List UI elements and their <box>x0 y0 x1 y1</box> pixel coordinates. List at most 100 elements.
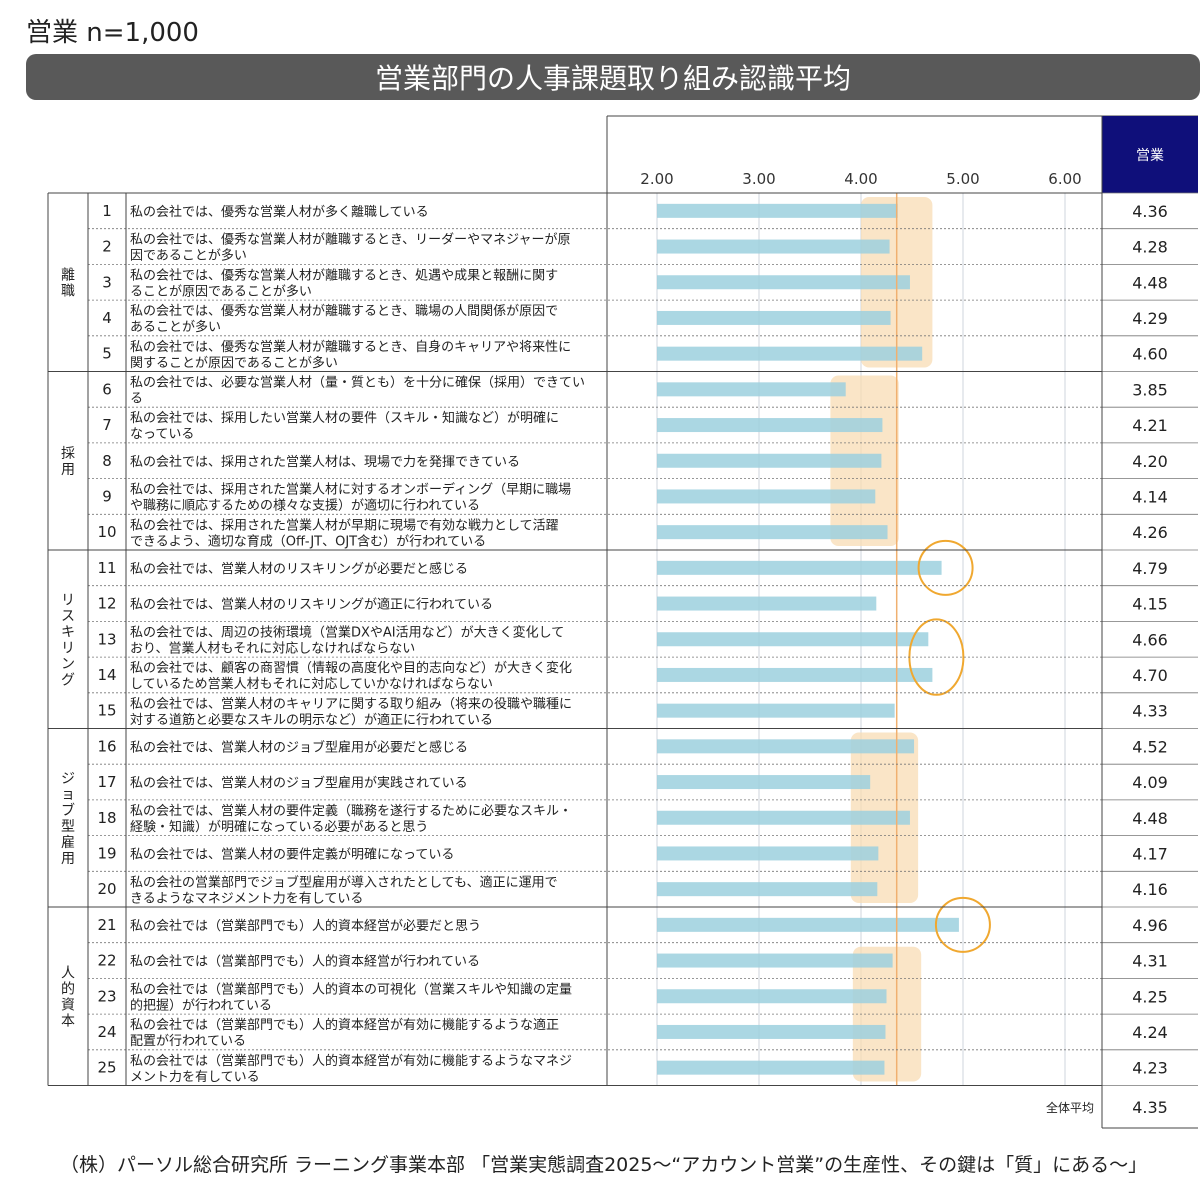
statement-text: 私の会社では（営業部門でも）人的資本経営が必要だと思う <box>130 918 481 934</box>
value-label: 4.33 <box>1132 702 1168 721</box>
statement-text: 対する道筋と必要なスキルの明示など）が適正に行われている <box>130 712 493 728</box>
value-label: 4.79 <box>1132 559 1168 578</box>
statement-text: 的把握）が行われている <box>130 997 272 1013</box>
statement-text: 私の会社では、採用された営業人材は、現場で力を発揮できている <box>130 454 520 470</box>
bar <box>657 310 891 325</box>
chart-title: 営業部門の人事課題取り組み認識平均 <box>374 62 851 95</box>
statement-text: 私の会社では、必要な営業人材（量・質とも）を十分に確保（採用）できてい <box>130 375 585 391</box>
group-label-char: 雇 <box>61 834 75 851</box>
row-number: 2 <box>102 238 112 256</box>
value-column-header <box>1102 116 1198 193</box>
value-label: 3.85 <box>1132 380 1168 399</box>
bar <box>657 846 879 861</box>
bar <box>657 382 846 397</box>
x-tick-label: 4.00 <box>844 170 877 188</box>
statement-text: る <box>130 392 143 407</box>
statement-text: 配置が行われている <box>130 1034 246 1049</box>
statement-text: 私の会社では、周辺の技術環境（営業DXやAI活用など）が大きく変化して <box>130 624 564 640</box>
statement-text: 私の会社では（営業部門でも）人的資本経営が行われている <box>130 954 480 970</box>
row-number: 15 <box>97 702 116 720</box>
statement-text: メント力を有している <box>130 1070 260 1085</box>
row-number: 18 <box>97 809 116 827</box>
bar <box>657 882 878 897</box>
value-label: 4.23 <box>1132 1059 1168 1078</box>
statement-text: 因であることが多い <box>130 248 247 264</box>
statement-text: 私の会社では、営業人材のリスキリングが必要だと感じる <box>130 561 468 577</box>
value-label: 4.29 <box>1132 309 1168 328</box>
bar <box>657 239 890 254</box>
statement-text: 私の会社では、営業人材のキャリアに関する取り組み（将来の役職や職種に <box>130 696 572 712</box>
chart-title-banner: 営業部門の人事課題取り組み認識平均 <box>26 54 1200 100</box>
value-label: 4.25 <box>1132 987 1168 1006</box>
group-label-char: 型 <box>61 819 75 835</box>
value-label: 4.24 <box>1132 1023 1168 1042</box>
row-number: 14 <box>97 666 116 684</box>
statement-text: 私の会社では、優秀な営業人材が多く離職している <box>130 204 429 220</box>
statement-text: 私の会社では、優秀な営業人材が離職するとき、処遇や成果と報酬に関す <box>130 267 558 283</box>
row-number: 19 <box>97 844 116 862</box>
group-label-char: 採 <box>61 446 75 462</box>
statement-text: 私の会社では、営業人材のジョブ型雇用が実践されている <box>130 775 468 791</box>
source-note: （株）パーソル総合研究所 ラーニング事業本部 「営業実態調査2025～“アカウン… <box>60 1154 1148 1176</box>
row-number: 1 <box>102 202 112 220</box>
value-label: 4.15 <box>1132 595 1168 614</box>
bar <box>657 489 876 504</box>
group-label-char: 離 <box>61 266 75 283</box>
bar <box>657 632 929 647</box>
row-number: 25 <box>97 1059 116 1077</box>
statement-text: 私の会社では（営業部門でも）人的資本経営が有効に機能するような適正 <box>130 1017 559 1033</box>
statement-text: 私の会社では（営業部門でも）人的資本経営が有効に機能するようなマネジ <box>130 1053 572 1069</box>
row-number: 6 <box>102 380 112 398</box>
bar <box>657 739 915 754</box>
statement-text: 私の会社では、採用したい営業人材の要件（スキル・知識など）が明確に <box>130 410 559 426</box>
value-label: 4.70 <box>1132 666 1168 685</box>
group-label-char: リ <box>61 640 75 656</box>
bar <box>657 203 898 218</box>
statement-text: 関することが原因であることが多い <box>130 355 338 371</box>
bar <box>657 953 893 968</box>
bar <box>657 775 871 790</box>
row-number: 23 <box>97 987 116 1005</box>
statement-text: 私の会社では、優秀な営業人材が離職するとき、職場の人間関係が原因で <box>130 303 558 319</box>
statement-text: あることが多い <box>130 319 221 335</box>
group-label-char: ス <box>61 608 75 624</box>
bar <box>657 917 959 932</box>
value-label: 4.09 <box>1132 773 1168 792</box>
row-number: 7 <box>102 416 112 434</box>
group-label-char: グ <box>61 672 75 688</box>
segment-label: 営業 n=1,000 <box>26 18 199 48</box>
overall-average-label: 全体平均 <box>1046 1100 1094 1115</box>
bar <box>657 275 910 290</box>
statement-text: 私の会社では（営業部門でも）人的資本の可視化（営業スキルや知識の定量 <box>130 981 572 997</box>
x-tick-label: 3.00 <box>742 170 775 188</box>
value-column-header-label: 営業 <box>1136 148 1164 164</box>
value-label: 4.48 <box>1132 273 1168 292</box>
row-number: 24 <box>97 1023 116 1041</box>
bar <box>657 418 883 433</box>
value-label: 4.28 <box>1132 238 1168 257</box>
value-label: 4.36 <box>1132 202 1168 221</box>
statement-text: しているため営業人材もそれに対応していかなければならない <box>130 676 493 692</box>
statement-text: や職務に順応するための様々な支援）が適切に行われている <box>130 498 480 514</box>
value-label: 4.66 <box>1132 630 1168 649</box>
overall-average-value: 4.35 <box>1132 1098 1168 1117</box>
bar <box>657 346 923 361</box>
row-number: 3 <box>102 273 112 291</box>
statement-text: 私の会社では、営業人材のリスキリングが適正に行われている <box>130 597 493 613</box>
highlight-box <box>852 946 922 1082</box>
group-label-char: 職 <box>61 283 75 299</box>
row-number: 13 <box>97 630 116 648</box>
value-label: 4.17 <box>1132 844 1168 863</box>
row-number: 17 <box>97 773 116 791</box>
group-label-char: 人 <box>61 965 75 981</box>
bar <box>657 667 933 682</box>
bar <box>657 525 888 540</box>
statement-text: おり、営業人材もそれに対応しなければならない <box>130 640 415 656</box>
bar <box>657 703 895 718</box>
row-number: 10 <box>97 523 116 541</box>
row-number: 11 <box>97 559 116 577</box>
statement-text: 経験・知識）が明確になっている必要があると思う <box>130 819 428 835</box>
group-label-char: 本 <box>61 1013 75 1029</box>
statement-text: 私の会社では、優秀な営業人材が離職するとき、リーダーやマネジャーが原 <box>130 232 570 248</box>
row-number: 22 <box>97 952 116 970</box>
